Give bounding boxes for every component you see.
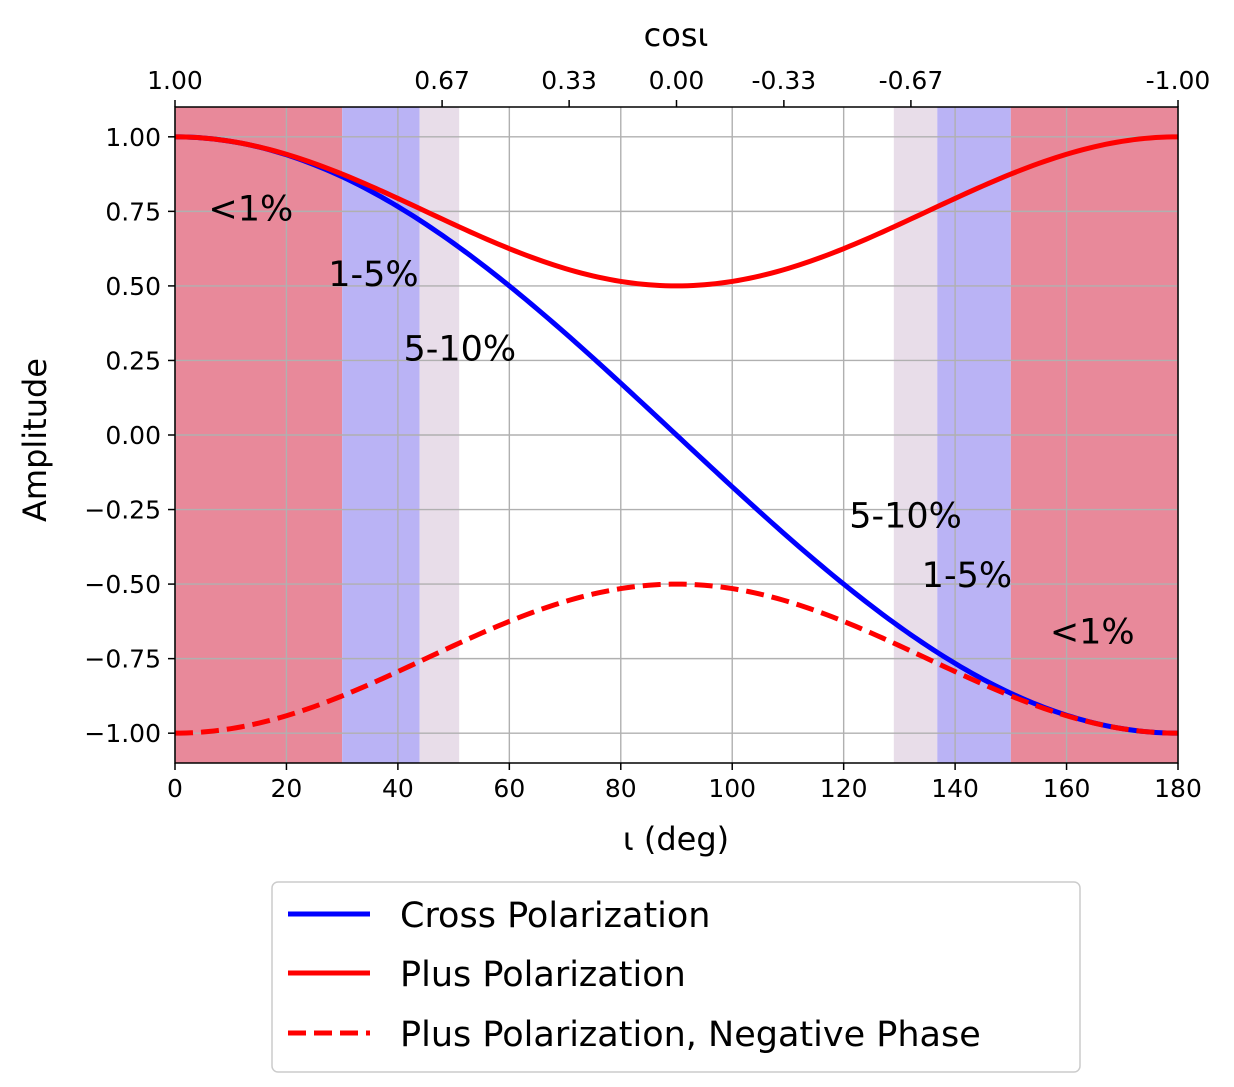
band-label-0: <1% bbox=[208, 189, 293, 229]
legend: Cross Polarization Plus Polarization Plu… bbox=[271, 881, 1081, 1073]
y-axis-label: Amplitude bbox=[16, 358, 54, 522]
band-label-1: 1-5% bbox=[328, 255, 418, 295]
x-tick-label-9: 180 bbox=[1154, 774, 1202, 803]
x-tick-label-6: 120 bbox=[820, 774, 868, 803]
y-tick-label-7: −0.75 bbox=[84, 645, 161, 674]
y-tick-label-0: 1.00 bbox=[105, 123, 161, 152]
top-tick-label-4: -0.33 bbox=[752, 66, 817, 95]
top-tick-label-1: 0.67 bbox=[414, 66, 470, 95]
y-tick-label-6: −0.50 bbox=[84, 570, 161, 599]
band-label-4: 1-5% bbox=[922, 556, 1012, 596]
x-tick-label-7: 140 bbox=[931, 774, 979, 803]
y-tick-label-4: 0.00 bbox=[105, 421, 161, 450]
legend-label-cross: Cross Polarization bbox=[400, 896, 711, 936]
band-label-2: 5-10% bbox=[403, 329, 516, 369]
x-axis-label: ι (deg) bbox=[623, 820, 729, 858]
series-line-plus-polarization-negative-phase bbox=[175, 581, 1178, 736]
top-tick-label-0: 1.00 bbox=[147, 66, 203, 95]
band-label-5: <1% bbox=[1050, 613, 1135, 653]
x-tick-label-1: 20 bbox=[271, 774, 303, 803]
x-tick-label-2: 40 bbox=[382, 774, 414, 803]
y-tick-label-1: 0.75 bbox=[105, 197, 161, 226]
x-tick-label-8: 160 bbox=[1043, 774, 1091, 803]
top-tick-label-5: -0.67 bbox=[879, 66, 944, 95]
y-tick-label-5: −0.25 bbox=[84, 496, 161, 525]
x-tick-label-3: 60 bbox=[493, 774, 525, 803]
y-tick-label-2: 0.50 bbox=[105, 272, 161, 301]
legend-label-plus-negative: Plus Polarization, Negative Phase bbox=[400, 1015, 981, 1055]
x-tick-label-5: 100 bbox=[708, 774, 756, 803]
top-tick-label-6: -1.00 bbox=[1146, 66, 1211, 95]
legend-label-plus: Plus Polarization bbox=[400, 955, 686, 995]
x-tick-label-0: 0 bbox=[167, 774, 183, 803]
top-axis-label: cosι bbox=[644, 16, 709, 54]
x-tick-label-4: 80 bbox=[605, 774, 637, 803]
y-tick-label-8: −1.00 bbox=[84, 719, 161, 748]
top-tick-label-3: 0.00 bbox=[649, 66, 705, 95]
legend-box bbox=[271, 881, 1081, 1073]
series-line-plus-polarization bbox=[175, 134, 1178, 289]
band-label-3: 5-10% bbox=[849, 496, 962, 536]
y-tick-label-3: 0.25 bbox=[105, 346, 161, 375]
top-tick-label-2: 0.33 bbox=[541, 66, 597, 95]
